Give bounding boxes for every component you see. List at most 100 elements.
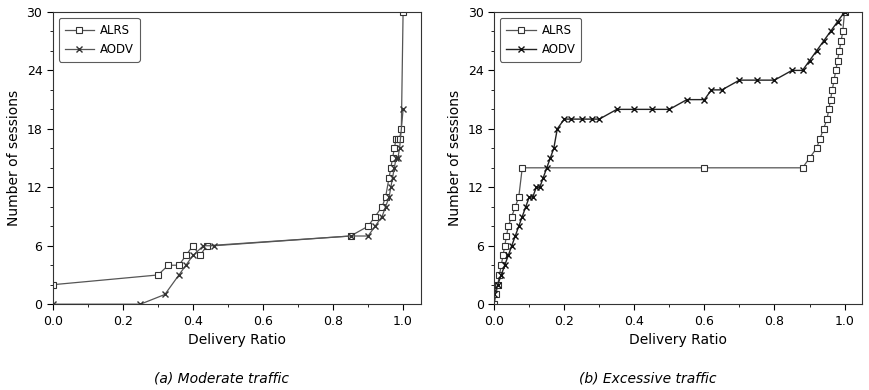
AODV: [48, 302, 58, 307]
ALRS: [700, 165, 710, 170]
AODV: [386, 185, 396, 190]
AODV: [181, 263, 191, 268]
ALRS: [833, 58, 843, 63]
ALRS: [181, 253, 191, 258]
AODV: [629, 107, 640, 112]
AODV: [538, 175, 548, 180]
AODV: [548, 146, 559, 151]
ALRS: [393, 136, 403, 141]
AODV: [521, 204, 531, 209]
Line: ALRS: ALRS: [50, 9, 406, 288]
ALRS: [805, 156, 815, 160]
AODV: [389, 165, 400, 170]
ALRS: [824, 107, 834, 112]
Line: AODV: AODV: [50, 106, 407, 308]
ALRS: [386, 165, 396, 170]
AODV: [384, 195, 395, 199]
Line: AODV: AODV: [491, 9, 848, 298]
ALRS: [377, 204, 388, 209]
AODV: [377, 214, 388, 219]
ALRS: [48, 282, 58, 287]
Y-axis label: Number of sessions: Number of sessions: [448, 90, 462, 226]
AODV: [198, 243, 209, 248]
AODV: [393, 156, 403, 160]
AODV: [612, 107, 622, 112]
ALRS: [815, 136, 826, 141]
ALRS: [827, 87, 838, 92]
ALRS: [163, 263, 174, 268]
AODV: [717, 87, 727, 92]
AODV: [531, 185, 541, 190]
AODV: [566, 117, 576, 121]
AODV: [545, 156, 555, 160]
AODV: [664, 107, 674, 112]
ALRS: [370, 214, 381, 219]
AODV: [812, 49, 822, 53]
ALRS: [395, 136, 405, 141]
AODV: [681, 97, 692, 102]
ALRS: [514, 195, 524, 199]
ALRS: [202, 243, 212, 248]
ALRS: [389, 146, 400, 151]
AODV: [577, 117, 587, 121]
AODV: [500, 263, 510, 268]
Text: (a) Moderate traffic: (a) Moderate traffic: [154, 371, 289, 385]
Legend: ALRS, AODV: ALRS, AODV: [501, 18, 581, 62]
ALRS: [507, 214, 517, 219]
ALRS: [494, 273, 505, 277]
Legend: ALRS, AODV: ALRS, AODV: [59, 18, 140, 62]
AODV: [188, 253, 198, 258]
ALRS: [381, 195, 391, 199]
ALRS: [510, 204, 521, 209]
ALRS: [831, 68, 841, 73]
ALRS: [500, 243, 510, 248]
AODV: [517, 214, 527, 219]
AODV: [503, 253, 514, 258]
ALRS: [822, 117, 833, 121]
AODV: [769, 78, 779, 82]
AODV: [524, 195, 534, 199]
ALRS: [489, 302, 500, 307]
AODV: [819, 39, 829, 44]
ALRS: [797, 165, 807, 170]
ALRS: [345, 234, 355, 238]
AODV: [381, 204, 391, 209]
Y-axis label: Number of sessions: Number of sessions: [7, 90, 21, 226]
X-axis label: Delivery Ratio: Delivery Ratio: [188, 333, 286, 347]
ALRS: [174, 263, 184, 268]
AODV: [136, 302, 146, 307]
Line: ALRS: ALRS: [491, 9, 847, 307]
ALRS: [493, 282, 503, 287]
AODV: [174, 273, 184, 277]
ALRS: [812, 146, 822, 151]
ALRS: [496, 263, 507, 268]
AODV: [370, 224, 381, 229]
AODV: [700, 97, 710, 102]
ALRS: [836, 39, 846, 44]
AODV: [752, 78, 762, 82]
AODV: [797, 68, 807, 73]
AODV: [826, 29, 836, 34]
ALRS: [517, 165, 527, 170]
ALRS: [834, 49, 845, 53]
AODV: [363, 234, 374, 238]
AODV: [786, 68, 797, 73]
AODV: [839, 10, 850, 14]
ALRS: [391, 136, 401, 141]
ALRS: [153, 273, 163, 277]
ALRS: [188, 243, 198, 248]
AODV: [345, 234, 355, 238]
Text: (b) Excessive traffic: (b) Excessive traffic: [579, 371, 716, 385]
ALRS: [839, 10, 850, 14]
X-axis label: Delivery Ratio: Delivery Ratio: [629, 333, 727, 347]
AODV: [514, 224, 524, 229]
ALRS: [819, 126, 829, 131]
AODV: [534, 185, 545, 190]
AODV: [541, 165, 552, 170]
AODV: [594, 117, 605, 121]
ALRS: [363, 224, 374, 229]
ALRS: [838, 29, 848, 34]
AODV: [552, 126, 562, 131]
AODV: [734, 78, 745, 82]
AODV: [391, 156, 401, 160]
